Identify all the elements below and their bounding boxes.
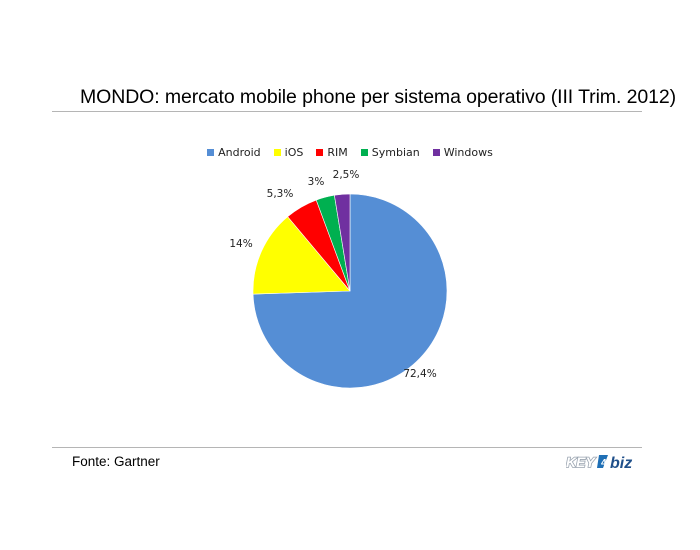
legend-entry-windows: Windows — [432, 146, 493, 159]
chart-title: MONDO: mercato mobile phone per sistema … — [80, 86, 676, 108]
pie-slice-windows — [334, 193, 351, 292]
key4biz-logo: KEY 4 biz — [566, 453, 632, 472]
legend-entry-ios: iOS — [273, 146, 304, 159]
legend-entry-rim: RIM — [316, 146, 348, 159]
legend-label: RIM — [327, 146, 348, 159]
data-label-windows: 2,5% — [333, 169, 360, 181]
legend-swatch — [360, 149, 368, 156]
svg-text:4: 4 — [601, 458, 607, 469]
legend-swatch — [432, 149, 440, 156]
legend-entry-symbian: Symbian — [360, 146, 420, 159]
data-label-ios: 14% — [229, 238, 252, 250]
data-label-rim: 5,3% — [267, 188, 294, 200]
bottom-divider — [52, 447, 642, 448]
top-divider — [52, 111, 642, 112]
legend-swatch — [316, 149, 324, 156]
legend-label: Windows — [443, 146, 493, 159]
chart-legend: Android iOS RIM Symbian Windows — [0, 146, 700, 159]
data-label-android: 72,4% — [403, 368, 436, 380]
pie-slice-ios — [252, 216, 351, 295]
legend-swatch — [273, 149, 281, 156]
legend-label: iOS — [284, 146, 304, 159]
svg-text:biz: biz — [610, 455, 632, 472]
legend-label: Symbian — [371, 146, 420, 159]
data-label-symbian: 3% — [308, 176, 325, 188]
legend-label: Android — [218, 146, 261, 159]
svg-text:KEY: KEY — [566, 454, 596, 470]
legend-swatch — [207, 149, 215, 156]
source-note: Fonte: Gartner — [72, 454, 160, 469]
legend-entry-android: Android — [207, 146, 261, 159]
